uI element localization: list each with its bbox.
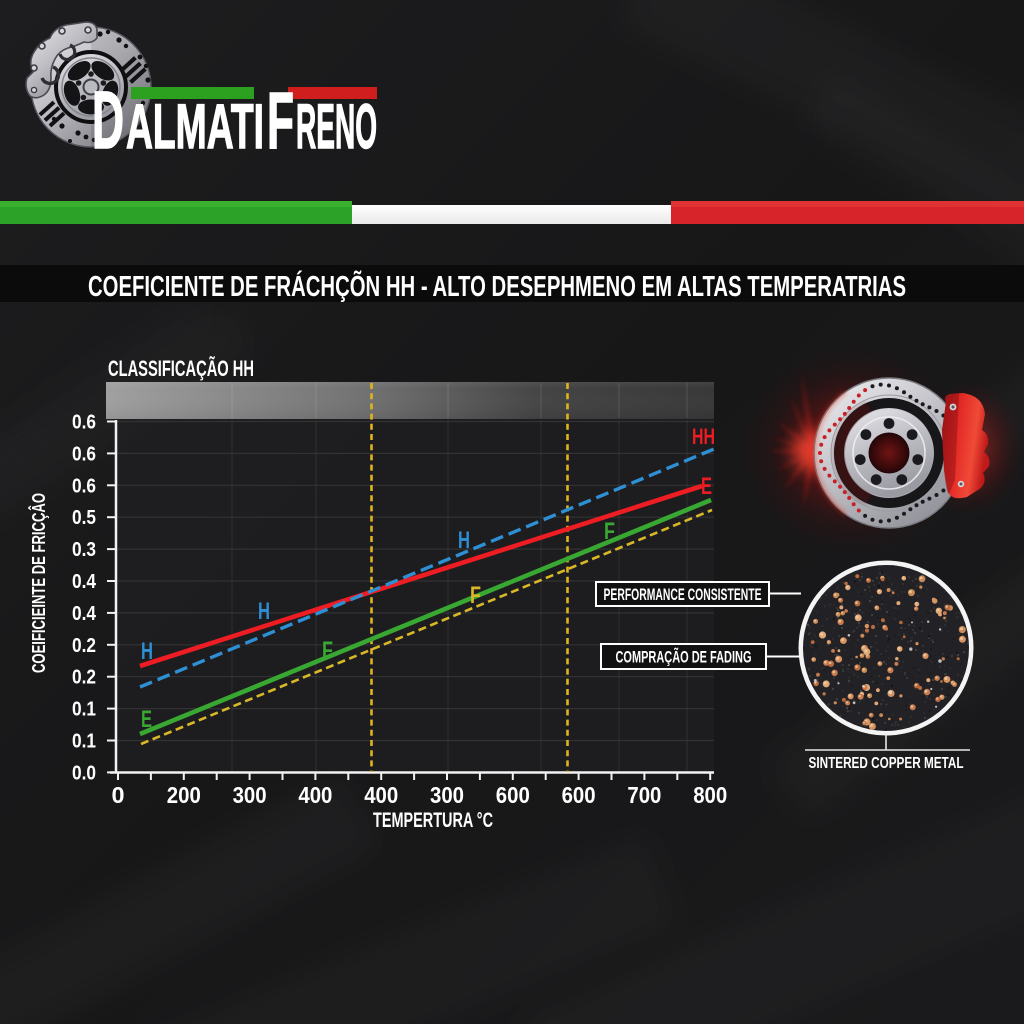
svg-text:F: F <box>470 582 481 609</box>
svg-text:HH: HH <box>692 424 715 449</box>
svg-text:0.1: 0.1 <box>72 699 96 721</box>
svg-text:E: E <box>141 706 152 733</box>
svg-text:300: 300 <box>233 782 267 808</box>
svg-text:F: F <box>604 518 615 545</box>
svg-text:CLASSIFICAÇÃO HH: CLASSIFICAÇÃO HH <box>108 356 254 381</box>
svg-text:0.2: 0.2 <box>72 635 96 657</box>
svg-text:0.6: 0.6 <box>72 443 96 465</box>
svg-text:200: 200 <box>167 782 201 808</box>
svg-text:COMPRAÇÃO DE FADING: COMPRAÇÃO DE FADING <box>616 647 752 667</box>
svg-text:PERFORMANCE CONSISTENTE: PERFORMANCE CONSISTENTE <box>604 585 762 604</box>
svg-text:0.6: 0.6 <box>72 475 96 497</box>
svg-text:0.0: 0.0 <box>72 762 96 784</box>
svg-text:0: 0 <box>112 782 125 808</box>
svg-text:H: H <box>141 638 153 665</box>
svg-text:0.3: 0.3 <box>72 539 96 561</box>
svg-text:400: 400 <box>298 782 332 808</box>
svg-text:0.5: 0.5 <box>72 507 96 529</box>
svg-text:D: D <box>92 75 124 166</box>
svg-text:F: F <box>322 637 333 664</box>
svg-text:H: H <box>458 527 470 554</box>
svg-text:400: 400 <box>364 782 398 808</box>
svg-text:COEIFICIEINTE DE FRICÇÂO: COEIFICIEINTE DE FRICÇÂO <box>28 493 49 673</box>
svg-text:RENO: RENO <box>296 92 377 162</box>
svg-text:ALMATI: ALMATI <box>126 92 264 162</box>
svg-text:COEFICIENTE DE FRÁCHÇÕN HH - A: COEFICIENTE DE FRÁCHÇÕN HH - ALTO DESEPH… <box>88 269 906 303</box>
svg-text:SINTERED COPPER METAL: SINTERED COPPER METAL <box>809 755 964 772</box>
svg-text:0.1: 0.1 <box>72 731 96 753</box>
svg-text:600: 600 <box>562 782 596 808</box>
svg-text:800: 800 <box>693 782 727 808</box>
svg-text:H: H <box>258 598 270 625</box>
svg-text:0.6: 0.6 <box>72 412 96 434</box>
svg-text:700: 700 <box>627 782 661 808</box>
svg-text:0.4: 0.4 <box>72 603 97 625</box>
svg-text:0.4: 0.4 <box>72 571 97 593</box>
svg-text:F: F <box>267 76 294 165</box>
svg-text:0.2: 0.2 <box>72 667 96 689</box>
svg-text:300: 300 <box>430 782 464 808</box>
svg-text:600: 600 <box>496 782 530 808</box>
svg-text:E: E <box>701 473 712 500</box>
svg-text:TEMPERTURA °C: TEMPERTURA °C <box>373 809 493 832</box>
